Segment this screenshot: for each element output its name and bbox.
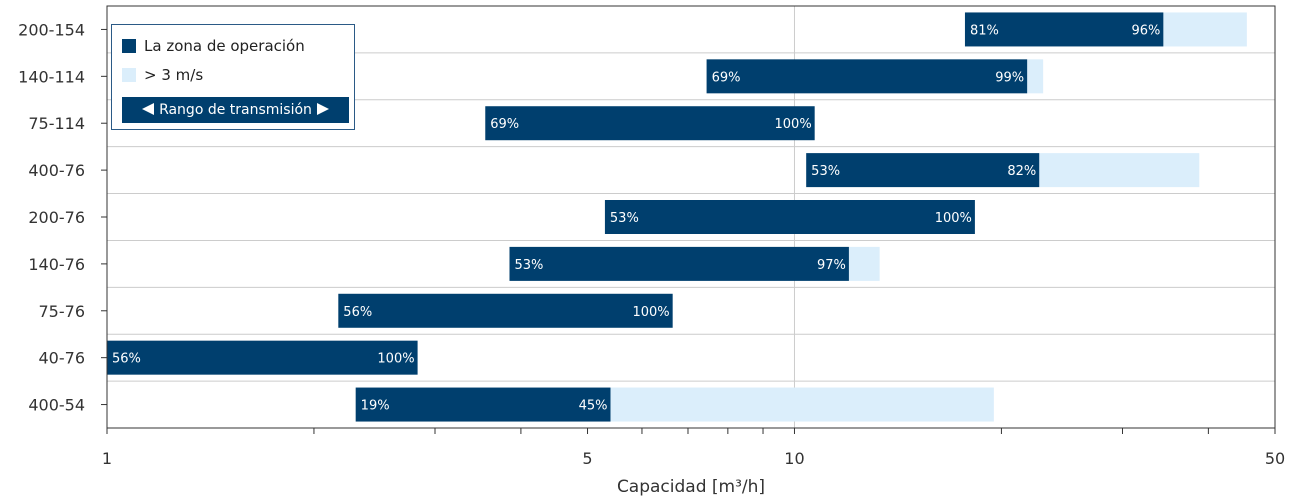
bar-end-label: 96% [1131, 23, 1160, 38]
bar-operation [806, 153, 1039, 187]
y-tick-label: 400-54 [28, 396, 85, 415]
y-tick-label: 40-76 [39, 349, 86, 368]
legend-label-high-velocity: > 3 m/s [144, 66, 203, 84]
bar-start-label: 69% [490, 117, 519, 132]
legend-item-high-velocity: > 3 m/s [122, 66, 203, 84]
bar-high-velocity [1027, 59, 1043, 93]
bar-start-label: 69% [712, 70, 741, 85]
legend-swatch-high-velocity [122, 68, 136, 82]
bar-high-velocity [849, 247, 880, 281]
bar-start-label: 56% [112, 352, 141, 367]
bar-start-label: 19% [361, 399, 390, 414]
arrow-left-icon [141, 102, 155, 116]
y-tick-label: 400-76 [28, 161, 85, 180]
legend-item-operation: La zona de operación [122, 37, 305, 55]
y-tick-label: 140-114 [18, 67, 85, 86]
x-tick-label: 10 [784, 449, 804, 468]
bar-start-label: 53% [811, 164, 840, 179]
bar-start-label: 53% [514, 258, 543, 273]
bar-high-velocity [611, 388, 994, 422]
y-tick-label: 200-154 [18, 20, 85, 39]
arrow-right-icon [316, 102, 330, 116]
bar-start-label: 53% [610, 211, 639, 226]
x-tick-label: 1 [102, 449, 112, 468]
y-tick-label: 140-76 [28, 255, 85, 274]
bar-start-label: 56% [343, 305, 372, 320]
bar-end-label: 100% [632, 305, 669, 320]
bar-end-label: 100% [775, 117, 812, 132]
bar-end-label: 100% [935, 211, 972, 226]
bar-start-label: 81% [970, 23, 999, 38]
bar-end-label: 97% [817, 258, 846, 273]
y-tick-label: 75-76 [39, 302, 86, 321]
bar-end-label: 45% [579, 399, 608, 414]
bar-high-velocity [1163, 12, 1246, 46]
legend-range-label: Rango de transmisión [159, 102, 312, 118]
bar-operation [356, 388, 611, 422]
bar-end-label: 99% [995, 70, 1024, 85]
legend-range-bar: Rango de transmisión [122, 97, 349, 123]
x-axis-label: Capacidad [m³/h] [617, 477, 765, 497]
bar-operation [707, 59, 1028, 93]
bar-end-label: 82% [1007, 164, 1036, 179]
bar-operation [485, 106, 814, 140]
legend-label-operation: La zona de operación [144, 37, 305, 55]
x-tick-label: 5 [582, 449, 592, 468]
bar-operation [338, 294, 672, 328]
bar-operation [509, 247, 848, 281]
bar-high-velocity [1039, 153, 1199, 187]
bar-end-label: 100% [377, 352, 414, 367]
legend: La zona de operación > 3 m/s Rango de tr… [111, 24, 355, 130]
y-tick-label: 200-76 [28, 208, 85, 227]
bar-operation [605, 200, 975, 234]
bar-operation [107, 341, 418, 375]
legend-swatch-operation [122, 39, 136, 53]
y-tick-label: 75-114 [28, 114, 85, 133]
x-tick-label: 50 [1265, 449, 1285, 468]
